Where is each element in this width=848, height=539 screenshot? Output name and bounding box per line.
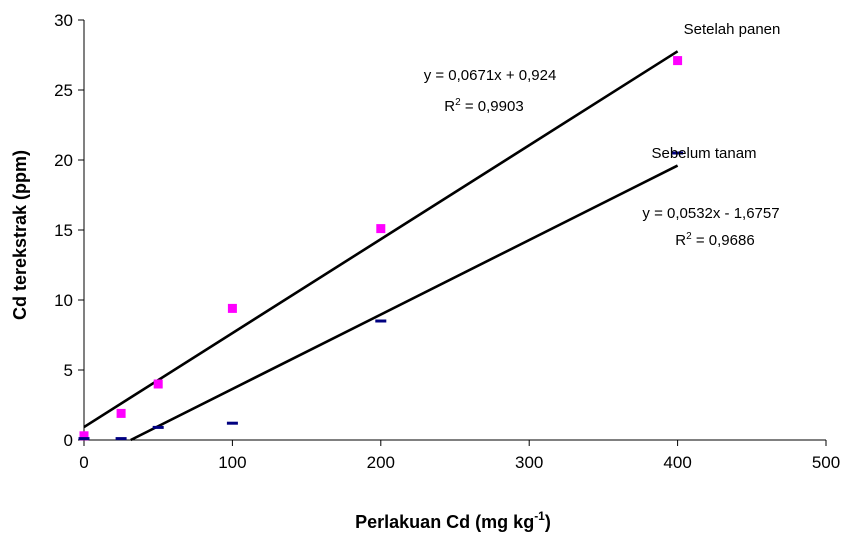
x-tick-label-500: 500	[812, 453, 840, 472]
point-series-1-3	[226, 421, 238, 425]
equation-setelah-panen: y = 0,0671x + 0,924	[424, 67, 557, 84]
x-tick-label-0: 0	[79, 453, 88, 472]
trendline-series-1	[130, 164, 679, 442]
point-series-1-1	[115, 437, 127, 441]
y-tick-label-15: 15	[54, 221, 73, 240]
point-series-0-0	[79, 431, 89, 441]
x-tick-label-200: 200	[367, 453, 395, 472]
point-series-1-2	[152, 425, 164, 429]
y-tick-label-25: 25	[54, 81, 73, 100]
point-series-0-5	[673, 56, 683, 66]
x-axis-title: Perlakuan Cd (mg kg-1)	[355, 509, 551, 532]
r2-sebelum-tanam: R2 = 0,9686	[675, 231, 754, 249]
series-label-sebelum-tanam: Sebelum tanam	[651, 145, 756, 162]
x-tick-label-400: 400	[663, 453, 691, 472]
trendline-series-0	[83, 50, 679, 429]
point-series-0-4	[376, 224, 386, 234]
point-series-0-1	[116, 408, 126, 418]
y-tick-label-5: 5	[64, 361, 73, 380]
point-series-1-0	[78, 437, 90, 441]
point-series-0-3	[227, 303, 237, 313]
y-axis-title: Cd terekstrak (ppm)	[10, 150, 30, 320]
x-tick-label-300: 300	[515, 453, 543, 472]
r2-setelah-panen: R2 = 0,9903	[444, 97, 523, 115]
series-label-setelah-panen: Setelah panen	[684, 21, 781, 38]
point-series-1-4	[375, 319, 387, 323]
equation-sebelum-tanam: y = 0,0532x - 1,6757	[642, 205, 779, 222]
point-series-1-5	[672, 151, 684, 155]
x-tick-label-100: 100	[218, 453, 246, 472]
y-tick-label-0: 0	[64, 431, 73, 450]
y-tick-label-10: 10	[54, 291, 73, 310]
y-tick-label-20: 20	[54, 151, 73, 170]
point-series-0-2	[153, 379, 163, 389]
y-tick-label-30: 30	[54, 11, 73, 30]
